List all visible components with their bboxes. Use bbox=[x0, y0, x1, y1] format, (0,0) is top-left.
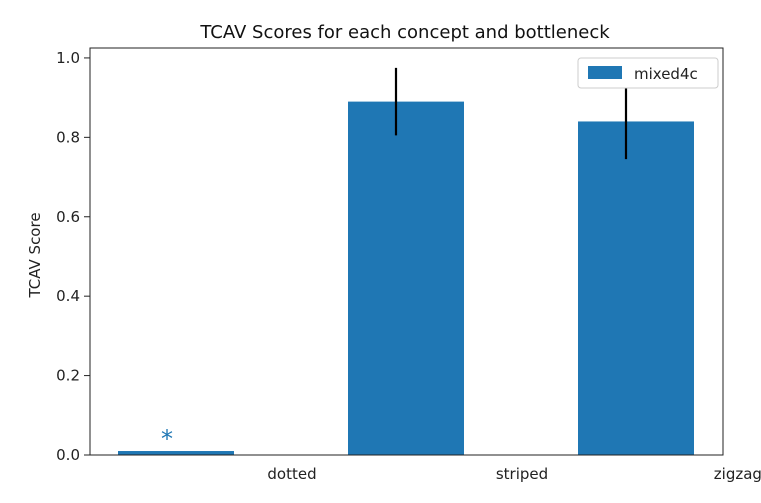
x-tick-label-dotted: dotted bbox=[267, 465, 316, 483]
plot-frame bbox=[89, 47, 724, 456]
plot-area: dotted striped zigzagged * 0.0 0.2 0.4 0.6 0.8 1.… bbox=[56, 47, 761, 483]
y-tick-label-5: 1.0 bbox=[56, 49, 80, 67]
y-tick-label-4: 0.8 bbox=[56, 128, 80, 146]
legend-swatch-mixed4c bbox=[588, 66, 622, 79]
annotation-dotted: * bbox=[161, 425, 173, 453]
y-tick-label-3: 0.6 bbox=[56, 208, 80, 226]
bar-dotted bbox=[118, 451, 234, 455]
bar-zigzagged bbox=[578, 121, 694, 456]
legend: mixed4c bbox=[577, 57, 719, 89]
legend-label-mixed4c: mixed4c bbox=[634, 65, 698, 83]
y-tick-label-2: 0.4 bbox=[56, 287, 80, 305]
bar-striped bbox=[348, 101, 464, 455]
y-axis-label: TCAV Score bbox=[26, 212, 44, 298]
y-tick-label-0: 0.0 bbox=[56, 446, 80, 464]
y-tick-label-1: 0.2 bbox=[56, 367, 80, 385]
chart-title: TCAV Scores for each concept and bottlen… bbox=[199, 22, 610, 43]
x-tick-label-striped: striped bbox=[496, 465, 548, 483]
legend-box bbox=[577, 57, 719, 89]
x-tick-label-zigzagged: zigzagged bbox=[714, 465, 761, 483]
